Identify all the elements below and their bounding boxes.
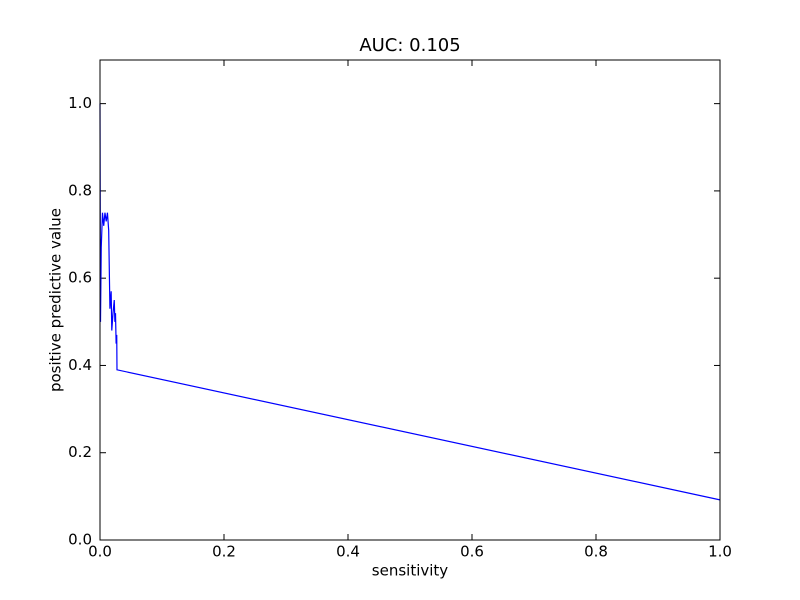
y-tick-label: 0.6 xyxy=(68,269,92,287)
x-tick-label: 0.8 xyxy=(584,543,608,561)
x-tick-label: 0.2 xyxy=(212,543,236,561)
data-line xyxy=(99,103,721,501)
x-tick-label: 0.4 xyxy=(336,543,360,561)
x-tick-label: 0.0 xyxy=(88,543,112,561)
y-tick-label: 0.8 xyxy=(68,181,92,199)
y-tick-label: 0.4 xyxy=(68,356,92,374)
plot-frame xyxy=(99,59,721,541)
y-tick-label: 1.0 xyxy=(68,94,92,112)
y-axis-label: positive predictive value xyxy=(47,208,65,392)
x-axis-label: sensitivity xyxy=(372,562,449,580)
y-tick-label: 0.2 xyxy=(68,443,92,461)
y-tick-label: 0.0 xyxy=(68,531,92,549)
x-tick-label: 1.0 xyxy=(708,543,732,561)
x-tick-label: 0.6 xyxy=(460,543,484,561)
chart-title: AUC: 0.105 xyxy=(359,35,460,56)
